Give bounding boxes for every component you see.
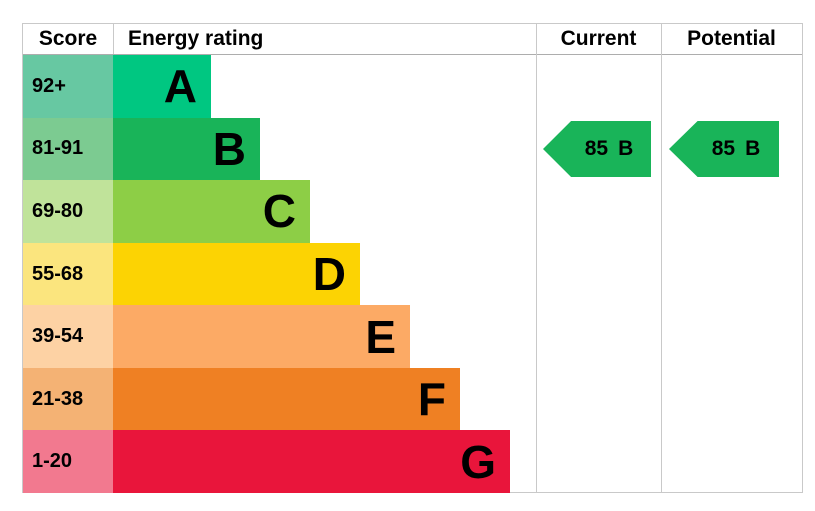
band-bar: A bbox=[113, 55, 211, 118]
band-bar: G bbox=[113, 430, 510, 494]
potential-rating-band: B bbox=[745, 137, 761, 160]
band-letter: D bbox=[312, 248, 346, 301]
band-row: 39-54 E bbox=[23, 305, 802, 368]
band-score-range: 39-54 bbox=[23, 305, 113, 368]
band-row: 55-68 D bbox=[23, 242, 802, 306]
band-score-range: 21-38 bbox=[23, 367, 113, 431]
band-bar: C bbox=[113, 180, 310, 243]
band-bar: B bbox=[113, 117, 260, 181]
header-potential: Potential bbox=[687, 27, 776, 50]
table-header-row: Score Energy rating Current Potential bbox=[23, 24, 802, 55]
band-score-range: 55-68 bbox=[23, 242, 113, 306]
band-score-range: 81-91 bbox=[23, 117, 113, 181]
band-row: 92+ A bbox=[23, 55, 802, 118]
band-row: 81-91 B bbox=[23, 117, 802, 181]
band-letter: E bbox=[365, 310, 396, 363]
potential-rating-value: 85 bbox=[711, 137, 736, 160]
band-rows-container: 92+ A 81-91 B 69-80 C 55-68 D 39-54 E 21… bbox=[23, 55, 802, 494]
score-column-divider bbox=[113, 24, 114, 54]
band-score-range: 92+ bbox=[23, 55, 113, 118]
band-row: 1-20 G bbox=[23, 430, 802, 494]
band-letter: A bbox=[163, 60, 197, 113]
band-letter: G bbox=[460, 435, 496, 488]
current-rating-band: B bbox=[618, 137, 634, 160]
band-bar: D bbox=[113, 242, 360, 306]
band-row: 69-80 C bbox=[23, 180, 802, 243]
band-bar: E bbox=[113, 305, 410, 368]
band-row: 21-38 F bbox=[23, 367, 802, 431]
header-energy-rating: Energy rating bbox=[128, 27, 264, 50]
current-column-divider bbox=[661, 24, 662, 492]
band-score-range: 1-20 bbox=[23, 430, 113, 494]
header-current: Current bbox=[560, 27, 637, 50]
band-letter: C bbox=[262, 185, 296, 238]
band-score-range: 69-80 bbox=[23, 180, 113, 243]
band-bar: F bbox=[113, 367, 460, 431]
band-letter: F bbox=[417, 373, 446, 426]
epc-table: Score Energy rating Current Potential 92… bbox=[22, 23, 803, 494]
current-rating-value: 85 bbox=[584, 137, 609, 160]
band-letter: B bbox=[212, 122, 246, 175]
header-score: Score bbox=[38, 27, 98, 50]
rating-column-divider bbox=[536, 24, 537, 492]
